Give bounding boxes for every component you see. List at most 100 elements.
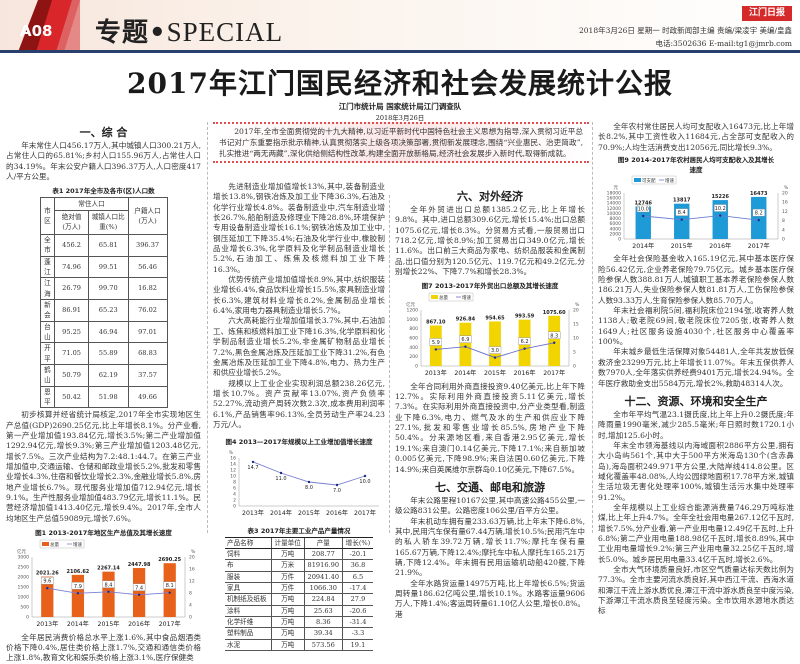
table-row: 蓬江 74.96 99.51 56.46 [39, 255, 168, 279]
page-number: A08 [20, 22, 53, 40]
table-row: 恩平 50.42 51.98 49.66 [39, 385, 168, 409]
table-caption: 表3 2017年主要工业产品产量情况 [247, 526, 351, 535]
y-tick-label: 200 [409, 355, 418, 361]
section-heading: 十二、资源、环境和安全生产 [624, 394, 768, 408]
col-header: 增长(%) [341, 536, 373, 549]
y-tick-label: 4000 [610, 226, 622, 232]
column-divider [592, 122, 593, 533]
table-cell: 万吨 [270, 593, 305, 606]
line-point [523, 347, 526, 351]
table-cell: -20.6 [341, 605, 373, 618]
rural-income-chart: 元020004000600080001000012000140001600018… [607, 175, 789, 250]
legend-label: 总量 [439, 294, 448, 301]
line-value-label: 8.4 [105, 582, 113, 588]
line-value-label: 3.0 [491, 349, 499, 355]
bar [635, 206, 651, 240]
y-tick-label-right: 0 [782, 237, 785, 243]
y-tick-label: 8000 [610, 216, 622, 222]
y-tick-label: 0 [26, 615, 29, 621]
table-cell: 456.2 [54, 233, 89, 257]
table-row: 水泥 万吨 573.56 19.1 [225, 639, 373, 652]
table-cell: 46.94 [87, 320, 129, 344]
table-row: 鹤山 50.79 62.19 37.57 [39, 364, 168, 387]
chart-title: 图9 2014-2017年农村居民人均可支配收入及其增长速度 [617, 156, 775, 175]
table-row: 布万米 81916.90 36.8 [225, 559, 373, 572]
line-value-label: 6.2 [521, 340, 529, 346]
x-tick-label: 2017年 [748, 242, 770, 250]
x-tick-label: 2017年 [354, 509, 376, 517]
y-tick-label-right: 8 [782, 218, 785, 224]
table-cell: 万件 [270, 582, 305, 595]
y-tick-label-right: 12 [782, 209, 788, 215]
section-heading: 七、交通、邮电和旅游 [435, 480, 545, 494]
table-cell: 万吨 [270, 627, 305, 640]
line-value-label: 14.7 [247, 465, 258, 471]
paragraph: 全年规模以上工业综合能源消费量746.29万吨标准煤,比上年上升4.7%。全年全… [598, 502, 794, 564]
line-point [553, 341, 556, 345]
line-point [137, 593, 141, 597]
col-header: 计量单位 [270, 536, 305, 549]
intro-box: 2017年,全市全面贯彻党的十九大精神,以习近平新时代中国特色社会主义思想为指导… [213, 122, 589, 163]
table-cell: -20.1 [341, 548, 373, 561]
industrial-products-table: 产品名称 计量单位 产量 增长(%) 饲料 万吨 208.77 -20.1 布万米 81916.… [225, 536, 373, 652]
y-tick-label: 16000 [607, 196, 621, 202]
line-point [493, 356, 497, 360]
y-tick-label-right: 20 [573, 308, 579, 314]
table-cell: 39.34 [303, 627, 343, 640]
table-cell: 573.56 [303, 639, 343, 652]
table-cell: 万米 [270, 559, 305, 572]
paragraph: 优势传统产业增加值增长8.9%,其中,纺织服装业增长6.4%,食品饮料业增长15… [213, 275, 385, 316]
table-cell: 涂料 [225, 605, 272, 618]
table-cell: 家具 [225, 582, 272, 595]
article-date: 2018年3月26日 [375, 114, 425, 122]
y-tick-label: 800 [409, 327, 418, 333]
data-label-box [752, 208, 765, 217]
data-label-box [714, 204, 727, 212]
table-cell: 51.98 [87, 385, 129, 409]
table-cell: 76.02 [127, 298, 168, 322]
col-header: 产量 [303, 536, 343, 549]
legend-label: 增速 [665, 177, 674, 184]
y-tick-label-right: 15 [573, 322, 579, 328]
x-tick-label: 2013年 [425, 369, 447, 377]
legend-box [428, 293, 474, 302]
y-tick-label-right: 0 [189, 615, 192, 621]
table-row: 江海 26.79 99.70 16.82 [39, 277, 168, 300]
data-label-box [459, 335, 472, 344]
bar-value-label: 867.10 [426, 320, 446, 326]
bar [751, 196, 767, 240]
line-point [680, 218, 683, 221]
data-label-box [429, 338, 442, 347]
line-value-label: 7.9 [74, 584, 82, 590]
table-row: 全市 456.2 65.81 396.37 [39, 233, 168, 257]
paragraph: 先进制造业增加值增长13%,其中,装备制造业增长13.8%,钢铁冶炼及加工业下降… [213, 182, 385, 274]
table-cell: 49.66 [127, 385, 168, 409]
x-tick-label: 2015年 [671, 242, 693, 250]
line-point [335, 484, 339, 487]
population-table: 市区 常住人口 户籍人口(万人) 绝对值(万人) 城镇人口比重(%) 全市 456.2 6… [39, 197, 168, 409]
bar [548, 316, 561, 367]
table-row: 服装 万件 20941.40 6.5 [225, 571, 373, 583]
table-cell: 99.70 [87, 277, 129, 300]
page-header [0, 0, 800, 52]
line-point [107, 590, 110, 594]
bar-value-label: 2690.25 [158, 557, 181, 563]
legend-label: 增速 [462, 294, 471, 301]
table-cell: 水泥 [225, 639, 272, 652]
table-cell: 万吨 [270, 548, 305, 561]
table-cell: -3.3 [341, 627, 373, 640]
line-point [464, 345, 467, 349]
y-tick-label: 4 [233, 492, 236, 498]
x-tick-label: 2016年 [326, 509, 348, 517]
x-tick-label: 2015年 [98, 620, 120, 628]
y-axis-unit: 亿元 [17, 548, 26, 555]
legend-label: 增速 [73, 541, 82, 548]
line-value-label: 7.4 [135, 585, 143, 591]
y-tick-label-right: 16 [189, 567, 195, 573]
y-tick-label: 6 [233, 486, 236, 492]
x-tick-label: 2014年 [270, 509, 292, 517]
col-header: 户籍人口(万人) [127, 197, 168, 235]
y-tick-label: 6000 [610, 221, 622, 227]
table-cell: 99.51 [87, 255, 129, 279]
table-caption: 表1 2017年全市及各市(区)人口数 [52, 187, 155, 196]
